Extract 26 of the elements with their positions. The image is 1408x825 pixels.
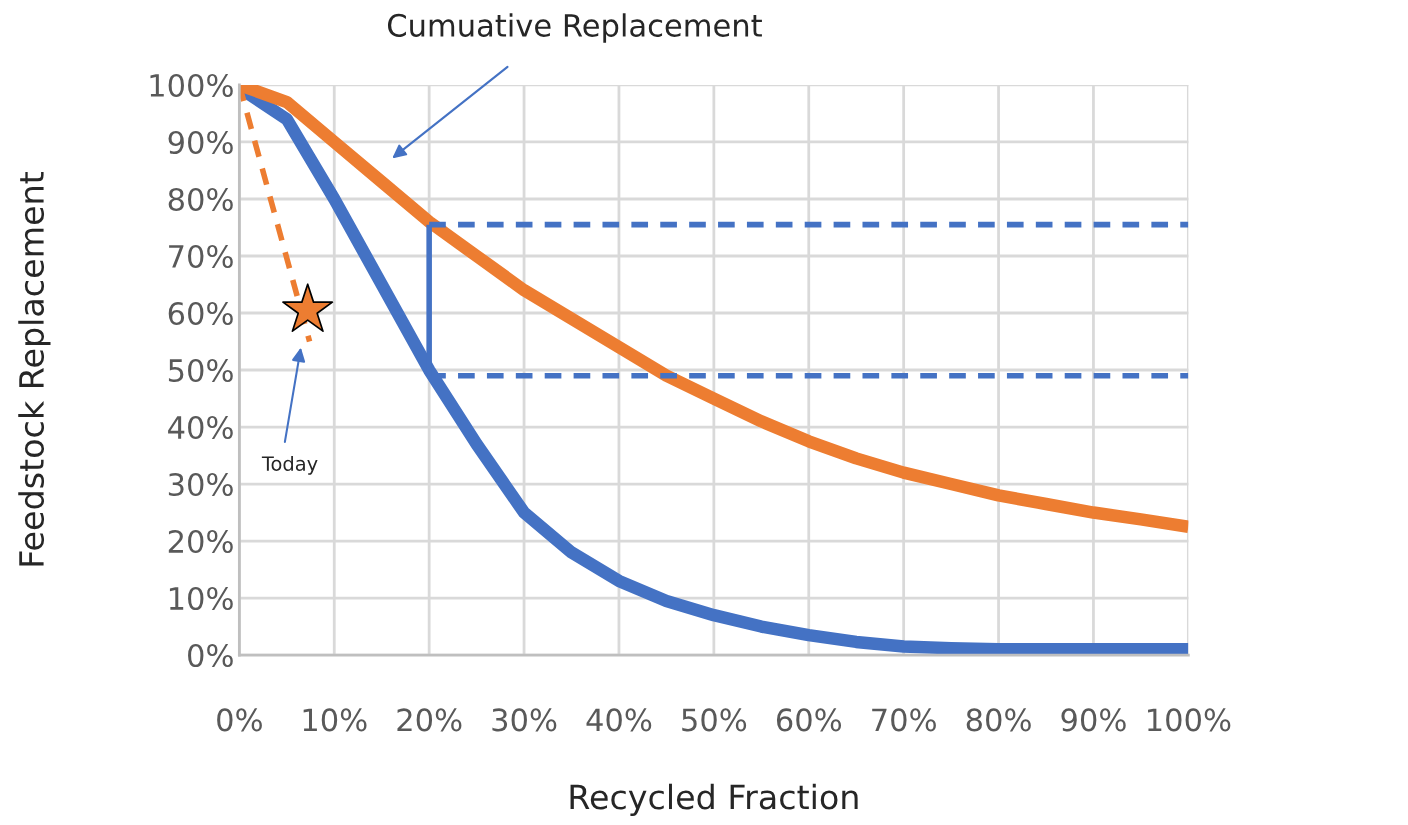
x-tick-label: 60% (776, 708, 842, 732)
y-tick-label: 40% (168, 415, 233, 440)
x-tick-label: 50% (682, 708, 747, 732)
y-tick-label: 0% (188, 643, 233, 668)
y-tick-label: 90% (168, 130, 233, 155)
annotation: Today (261, 455, 318, 475)
y-tick-label: 30% (168, 472, 233, 497)
x-tick-label: 10% (303, 708, 367, 732)
x-tick-label: 100% (1148, 708, 1231, 732)
y-tick-label: 10% (169, 586, 233, 611)
y-tick-label: 20% (168, 529, 233, 554)
y-tick-label: 70% (169, 244, 233, 269)
x-axis-title: Recycled Fraction (570, 783, 858, 816)
y-tick-label: 60% (168, 301, 233, 326)
x-tick-label: 90% (1061, 708, 1126, 732)
y-tick-label: 80% (168, 187, 233, 212)
x-tick-label: 30% (492, 708, 557, 732)
x-tick-label: 40% (586, 708, 652, 732)
x-tick-label: 0% (217, 708, 262, 732)
text: Cumuative Replacement (387, 13, 762, 43)
x-tick-label: 70% (872, 708, 936, 732)
y-axis-title: Feedstock Replacement (18, 172, 51, 566)
y-tick-label: 100% (150, 73, 233, 98)
x-tick-label: 20% (397, 708, 462, 732)
x-tick-label: 80% (966, 708, 1031, 732)
y-tick-label: 50% (168, 358, 233, 383)
